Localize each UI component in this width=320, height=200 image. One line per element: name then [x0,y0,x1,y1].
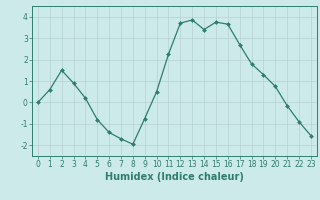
X-axis label: Humidex (Indice chaleur): Humidex (Indice chaleur) [105,172,244,182]
